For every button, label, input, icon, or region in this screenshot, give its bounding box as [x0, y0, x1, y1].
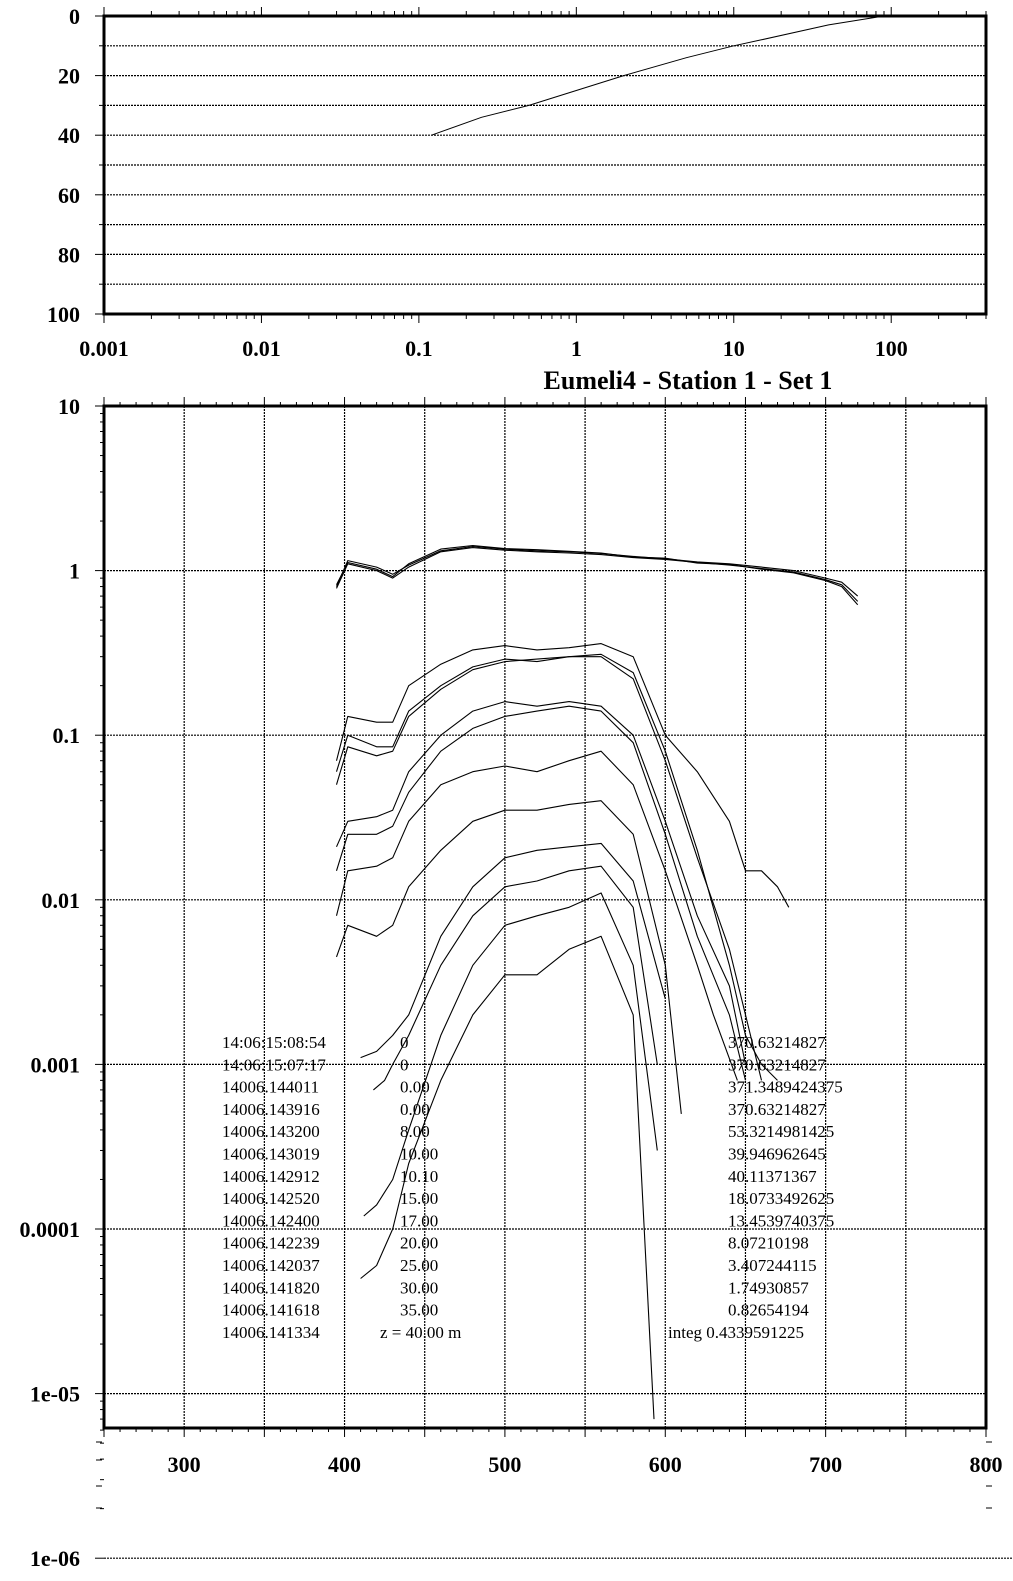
bottom-x-tick-label: 600	[649, 1452, 682, 1477]
bottom-y-tick-label: 0.0001	[20, 1217, 81, 1242]
annotation-time: 14006.141334	[222, 1323, 320, 1342]
spectrum-series-line	[335, 701, 747, 1065]
top-chart-grid	[104, 45, 986, 285]
annotation-depth: 20.00	[400, 1234, 438, 1253]
top-y-tick-label: 40	[58, 123, 80, 148]
bottom-y-tick-label: 1e-06	[30, 1546, 80, 1571]
bottom-chart-grid	[104, 406, 1013, 1559]
top-x-tick-label: 0.001	[79, 336, 129, 361]
annotation-time: 14006.143200	[222, 1122, 320, 1141]
top-y-tick-label: 60	[58, 183, 80, 208]
spectrum-series-line	[335, 800, 682, 1114]
spectrum-series-line	[335, 750, 738, 1081]
top-x-tick-label: 100	[875, 336, 908, 361]
bottom-x-tick-label: 800	[970, 1452, 1003, 1477]
annotation-depth: 25.00	[400, 1256, 438, 1275]
top-x-tick-label: 1	[571, 336, 582, 361]
bottom-chart-title: Eumeli4 - Station 1 - Set 1	[544, 366, 833, 395]
annotation-value: 370.63214827	[728, 1033, 826, 1052]
annotation-value: 39.946962645	[728, 1145, 826, 1164]
annotation-depth: 0	[400, 1033, 409, 1052]
bottom-x-tick-label: 700	[809, 1452, 842, 1477]
top-chart-frame	[102, 14, 988, 316]
annotation-value: 371.3489424375	[728, 1078, 843, 1097]
spectrum-series-line	[336, 547, 859, 602]
top-x-tick-label: 0.1	[405, 336, 433, 361]
top-y-tick-label: 20	[58, 64, 80, 89]
top-series-line	[431, 15, 885, 136]
spectrum-series-line	[335, 653, 778, 1081]
annotation-time: 14006.141618	[222, 1301, 320, 1320]
annotation-value: 40.11371367	[728, 1167, 817, 1186]
annotation-value: 1.74930857	[728, 1278, 809, 1297]
spectrum-series-line	[360, 842, 666, 1059]
top-chart-series	[431, 15, 885, 136]
annotation-value: 3.407244115	[728, 1256, 817, 1275]
bottom-y-tick-label: 10	[58, 394, 80, 419]
bottom-y-tick-label: 1e-05	[30, 1382, 80, 1407]
annotation-depth: 0.00	[400, 1078, 430, 1097]
bottom-y-tick-label: 0.01	[42, 888, 81, 913]
spectrum-series-line	[363, 892, 658, 1217]
annotation-depth: 35.00	[400, 1301, 438, 1320]
annotation-time: 14:06:15:08:54	[222, 1033, 326, 1052]
top-y-tick-label: 80	[58, 242, 80, 267]
annotation-value: 18.0733492625	[728, 1189, 834, 1208]
annotation-value: 53.3214981425	[728, 1122, 834, 1141]
annotation-time: 14006.142400	[222, 1211, 320, 1230]
annotation-value: integ 0.4339591225	[668, 1323, 804, 1342]
annotation-depth: 15.00	[400, 1189, 438, 1208]
bottom-chart-series	[335, 544, 859, 1420]
annotation-time: 14006.143916	[222, 1100, 320, 1119]
annotation-value: 0.82654194	[728, 1301, 809, 1320]
annotation-depth: 17.00	[400, 1211, 438, 1230]
bottom-x-tick-label: 400	[328, 1452, 361, 1477]
annotation-time: 14006.144011	[222, 1078, 319, 1097]
spectrum-series-line	[360, 935, 655, 1420]
bottom-y-tick-label: 1	[69, 559, 80, 584]
top-chart-tick-labels: 0.001 0.01 0.1 1 10 100 0 20 40 60 80 100	[47, 4, 908, 361]
annotation-time: 14006.142037	[222, 1256, 320, 1275]
annotation-depth: z = 40.00 m	[380, 1323, 461, 1342]
bottom-chart-frame	[102, 404, 988, 1430]
annotation-depth: 0	[400, 1055, 409, 1074]
annotation-time: 14006.142520	[222, 1189, 320, 1208]
annotation-depth: 0.00	[400, 1100, 430, 1119]
annotation-depth: 8.00	[400, 1122, 430, 1141]
annotation-value: 8.07210198	[728, 1234, 809, 1253]
bottom-chart-tick-labels: 300 400 500 600 700 800 10 1 0.1 0.01 0.001 0.0001 1…	[20, 394, 1003, 1571]
top-y-tick-label: 0	[69, 4, 80, 29]
spectrum-series-line	[373, 865, 658, 1091]
bottom-chart-annotations: 14:06:15:08:54 0 370.63214827 14:06:15:07:1…	[222, 1033, 843, 1342]
annotation-value: 13.4539740375	[728, 1211, 834, 1230]
spectrum-series-line	[335, 705, 747, 1081]
annotation-depth: 10.10	[400, 1167, 438, 1186]
annotation-depth: 10.00	[400, 1145, 438, 1164]
annotation-depth: 30.00	[400, 1278, 438, 1297]
spectrum-series-line	[335, 643, 790, 908]
annotation-value: 370.63214827	[728, 1100, 826, 1119]
bottom-x-tick-label: 300	[168, 1452, 201, 1477]
spectrum-series-line	[335, 656, 763, 1081]
spectrum-series-line	[336, 544, 859, 606]
bottom-x-tick-label: 500	[488, 1452, 521, 1477]
top-x-tick-label: 10	[723, 336, 745, 361]
annotation-time: 14006.142239	[222, 1234, 320, 1253]
annotation-time: 14006.143019	[222, 1145, 320, 1164]
bottom-y-tick-label: 0.001	[31, 1052, 81, 1077]
annotation-value: 370.63214827	[728, 1055, 826, 1074]
annotation-time: 14:06:15:07:17	[222, 1055, 326, 1074]
top-x-tick-label: 0.01	[242, 336, 281, 361]
bottom-y-tick-label: 0.1	[53, 723, 81, 748]
annotation-time: 14006.141820	[222, 1278, 320, 1297]
annotation-time: 14006.142912	[222, 1167, 320, 1186]
top-y-tick-label: 100	[47, 302, 80, 327]
